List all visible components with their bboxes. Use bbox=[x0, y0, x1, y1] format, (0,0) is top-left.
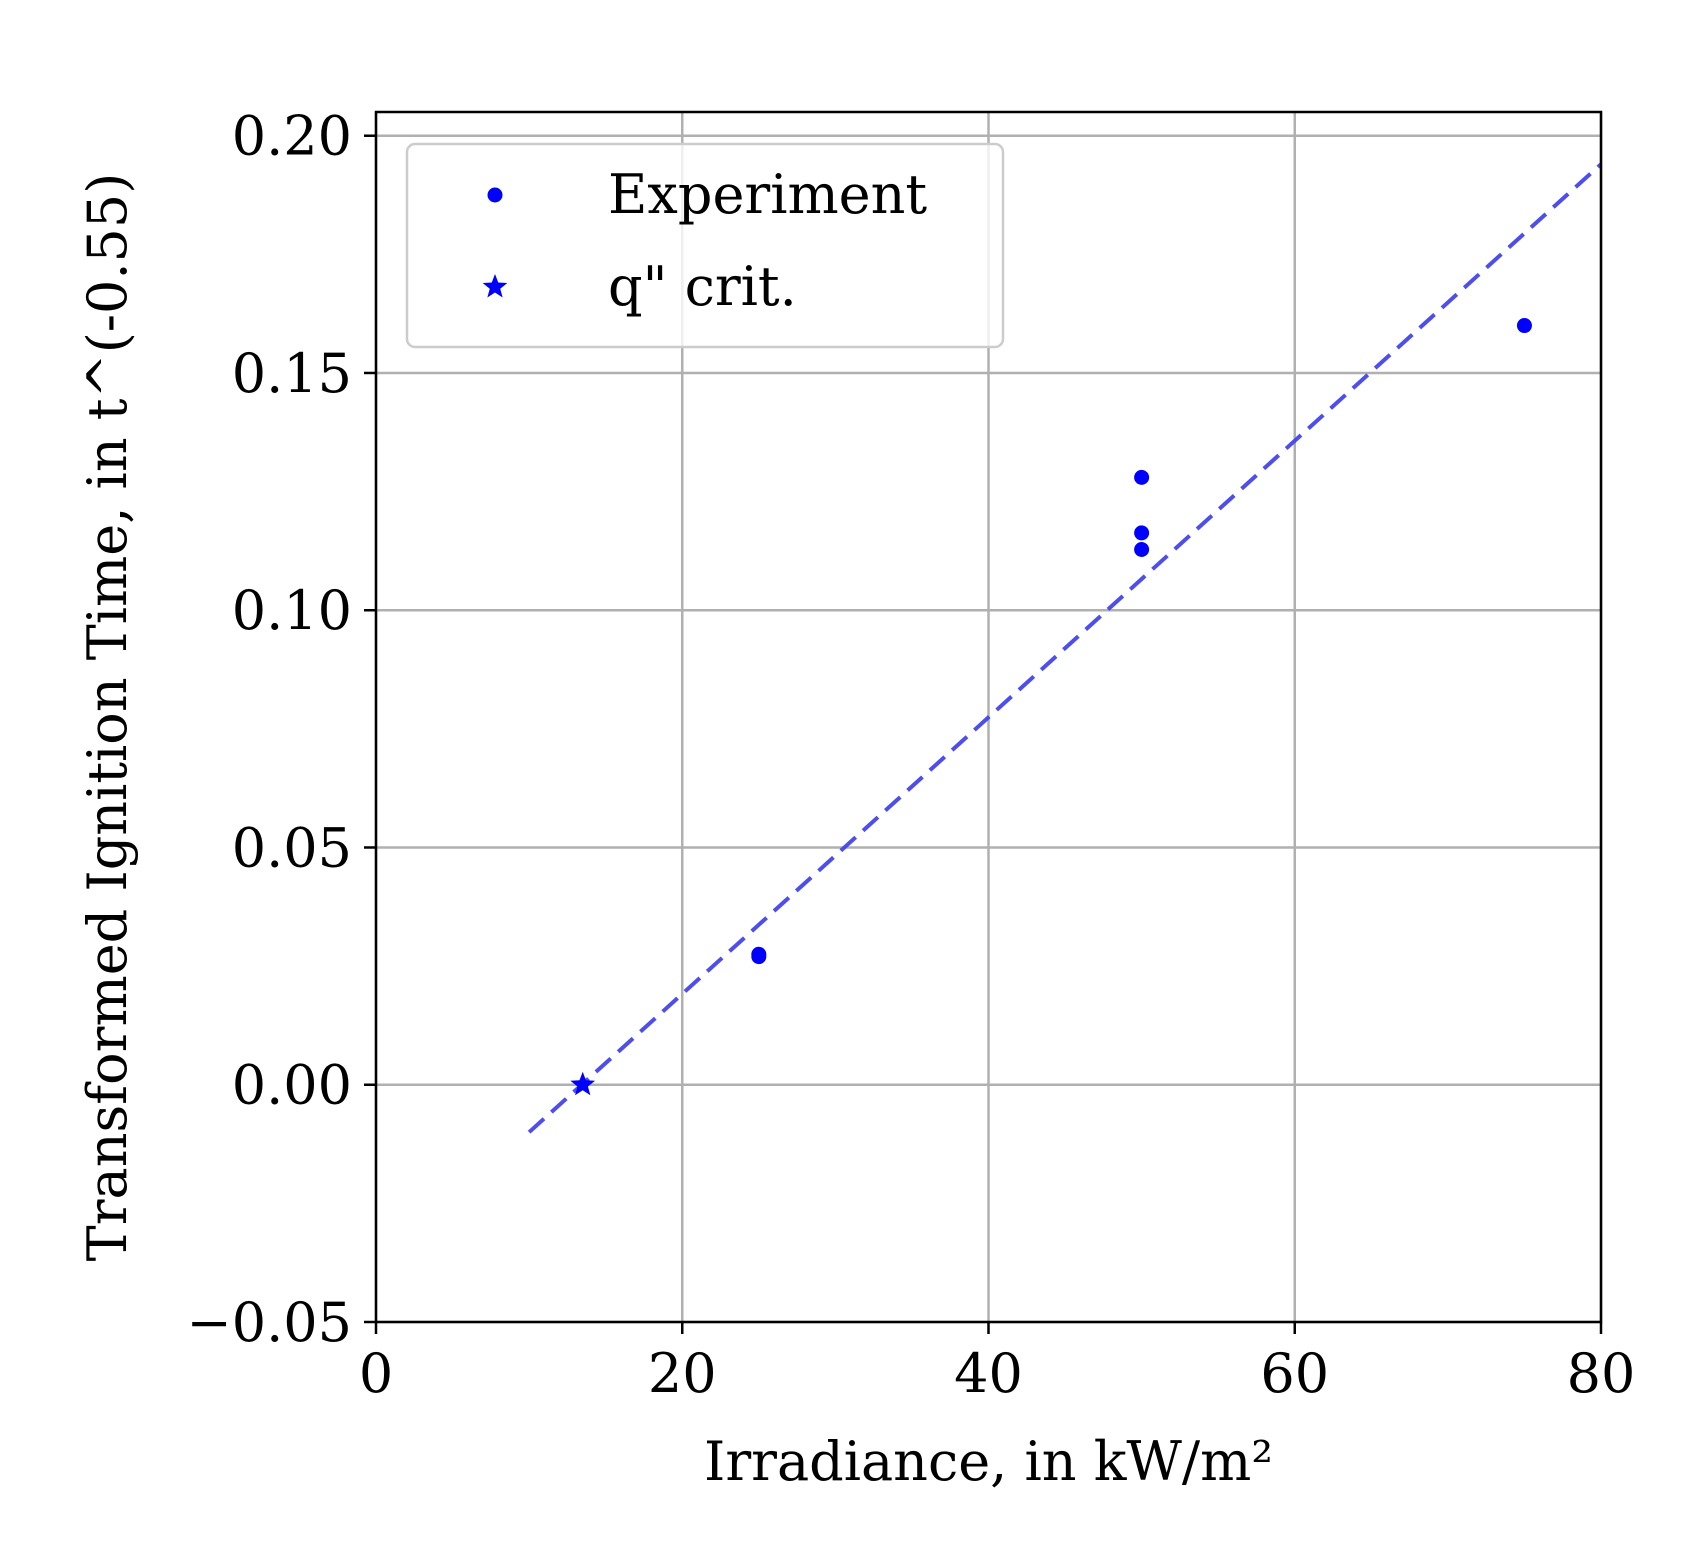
legend: Experiment q" crit. bbox=[405, 142, 1005, 349]
fit-line bbox=[527, 162, 1603, 1134]
y-tick-label: 0.00 bbox=[232, 1054, 352, 1117]
plot-series bbox=[527, 162, 1603, 1134]
legend-circle-marker bbox=[487, 187, 503, 203]
critical-star-point bbox=[570, 1071, 596, 1096]
y-tick-label: 0.10 bbox=[232, 579, 352, 642]
experiment-point bbox=[1134, 525, 1150, 541]
y-tick-label: 0.20 bbox=[232, 105, 352, 168]
x-axis-label: Irradiance, in kW/m² bbox=[704, 1430, 1273, 1493]
y-tick-label: −0.05 bbox=[187, 1291, 352, 1354]
x-tick-label: 0 bbox=[359, 1342, 393, 1405]
legend-box bbox=[405, 142, 1005, 349]
axis-ticks: 0 20 40 60 80 −0.05 0.00 0.05 0.10 0.15 0.20 bbox=[187, 105, 1636, 1405]
experiment-point bbox=[1134, 541, 1150, 557]
experiment-point bbox=[1516, 318, 1532, 334]
x-tick-label: 60 bbox=[1260, 1342, 1329, 1405]
legend-label: Experiment bbox=[608, 163, 927, 226]
y-tick-label: 0.15 bbox=[232, 342, 352, 405]
experiment-point bbox=[1134, 469, 1150, 485]
experiment-point bbox=[751, 946, 767, 962]
y-tick-label: 0.05 bbox=[232, 816, 352, 879]
legend-label: q" crit. bbox=[608, 255, 797, 318]
x-tick-label: 40 bbox=[954, 1342, 1023, 1405]
legend-star-marker bbox=[482, 274, 508, 298]
x-tick-label: 80 bbox=[1567, 1342, 1636, 1405]
y-axis-label: Transformed Ignition Time, in t^(-0.55) bbox=[76, 173, 139, 1262]
x-tick-label: 20 bbox=[648, 1342, 717, 1405]
